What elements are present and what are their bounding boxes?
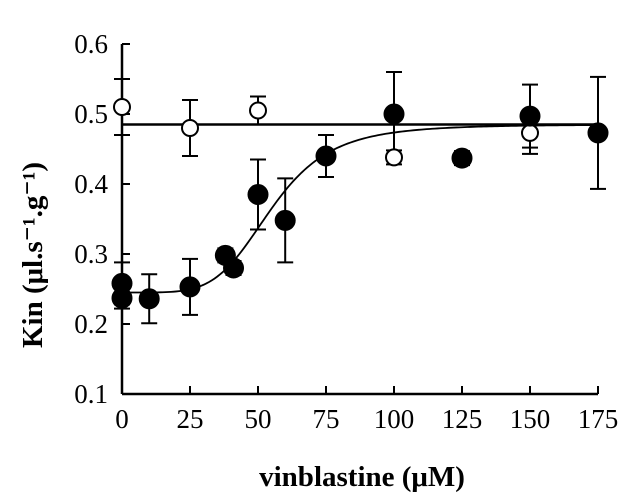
data-point-open — [385, 148, 403, 167]
x-tick-label: 125 — [442, 404, 483, 434]
x-tick-label: 100 — [374, 404, 415, 434]
data-point-filled — [587, 122, 609, 144]
data-point-open — [181, 119, 199, 137]
data-points-group — [111, 98, 609, 310]
x-tick-label: 50 — [245, 404, 272, 434]
y-tick-label: 0.4 — [74, 169, 108, 199]
data-point-filled — [179, 276, 201, 298]
fit-lines-group — [122, 123, 599, 294]
data-point-filled — [111, 287, 133, 309]
y-tick-label: 0.1 — [74, 379, 108, 409]
data-point-filled — [315, 145, 337, 167]
data-point-filled — [383, 103, 405, 125]
data-point-filled — [519, 105, 541, 127]
fit-curve-sigmoid — [122, 124, 599, 294]
data-point-filled — [223, 257, 245, 279]
x-axis-title: vinblastine (μM) — [259, 461, 465, 493]
y-axis-title: Kin (μl.s⁻¹.g⁻¹) — [17, 162, 49, 348]
y-tick-label: 0.6 — [74, 29, 108, 59]
data-point-open — [249, 101, 267, 120]
x-tick-label: 150 — [510, 404, 551, 434]
x-tick-label: 175 — [578, 404, 619, 434]
x-tick-label: 0 — [115, 404, 129, 434]
tick-group: 0.1 0.2 0.3 0.4 0.5 0.6 0 25 50 75 100 125 150 175 — [74, 29, 618, 434]
x-tick-label: 25 — [177, 404, 204, 434]
y-tick-label: 0.5 — [74, 99, 108, 129]
data-point-filled — [138, 288, 160, 310]
data-point-open — [113, 98, 131, 116]
data-point-filled — [274, 209, 296, 231]
data-point-filled — [247, 184, 269, 205]
y-tick-label: 0.3 — [74, 239, 108, 269]
data-point-filled — [451, 147, 473, 169]
axes-group — [120, 44, 598, 396]
y-tick-label: 0.2 — [74, 309, 108, 339]
data-point-open — [521, 123, 539, 142]
x-tick-label: 75 — [313, 404, 340, 434]
